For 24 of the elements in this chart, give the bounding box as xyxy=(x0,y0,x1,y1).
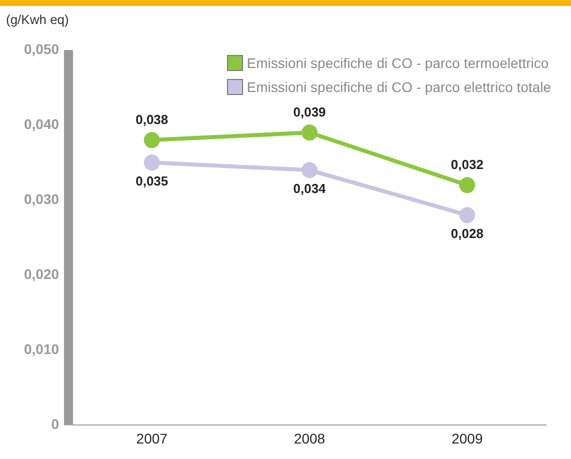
x-tick-label: 2008 xyxy=(294,430,326,446)
data-label: 0,038 xyxy=(136,112,168,128)
x-tick-label: 2007 xyxy=(136,430,168,446)
point xyxy=(144,132,160,148)
y-tick-label: 0,010 xyxy=(24,341,60,358)
data-label: 0,028 xyxy=(450,226,484,242)
data-label: 0,032 xyxy=(450,157,484,172)
point xyxy=(144,154,160,171)
point xyxy=(302,162,318,178)
y-tick-label: 0 xyxy=(51,416,60,432)
y-tick-label: 0,050 xyxy=(24,40,60,57)
data-label: 0,034 xyxy=(293,181,327,196)
x-tick-label: 2009 xyxy=(452,430,483,446)
y-tick-label: 0,040 xyxy=(24,116,60,132)
y-axis-title: (g/Kwh eq) xyxy=(6,12,69,27)
legend-label: Emissioni specifiche di CO - parco elettrico totale xyxy=(246,79,551,95)
data-label: 0,039 xyxy=(293,104,326,120)
legend-label: Emissioni specifiche di CO - parco termoelettrico xyxy=(246,55,549,71)
data-label: 0,035 xyxy=(136,174,168,189)
y-tick-label: 0,020 xyxy=(24,266,60,282)
y-tick-label: 0,030 xyxy=(24,190,60,207)
point xyxy=(302,124,318,141)
point xyxy=(459,207,476,224)
point xyxy=(459,177,476,194)
